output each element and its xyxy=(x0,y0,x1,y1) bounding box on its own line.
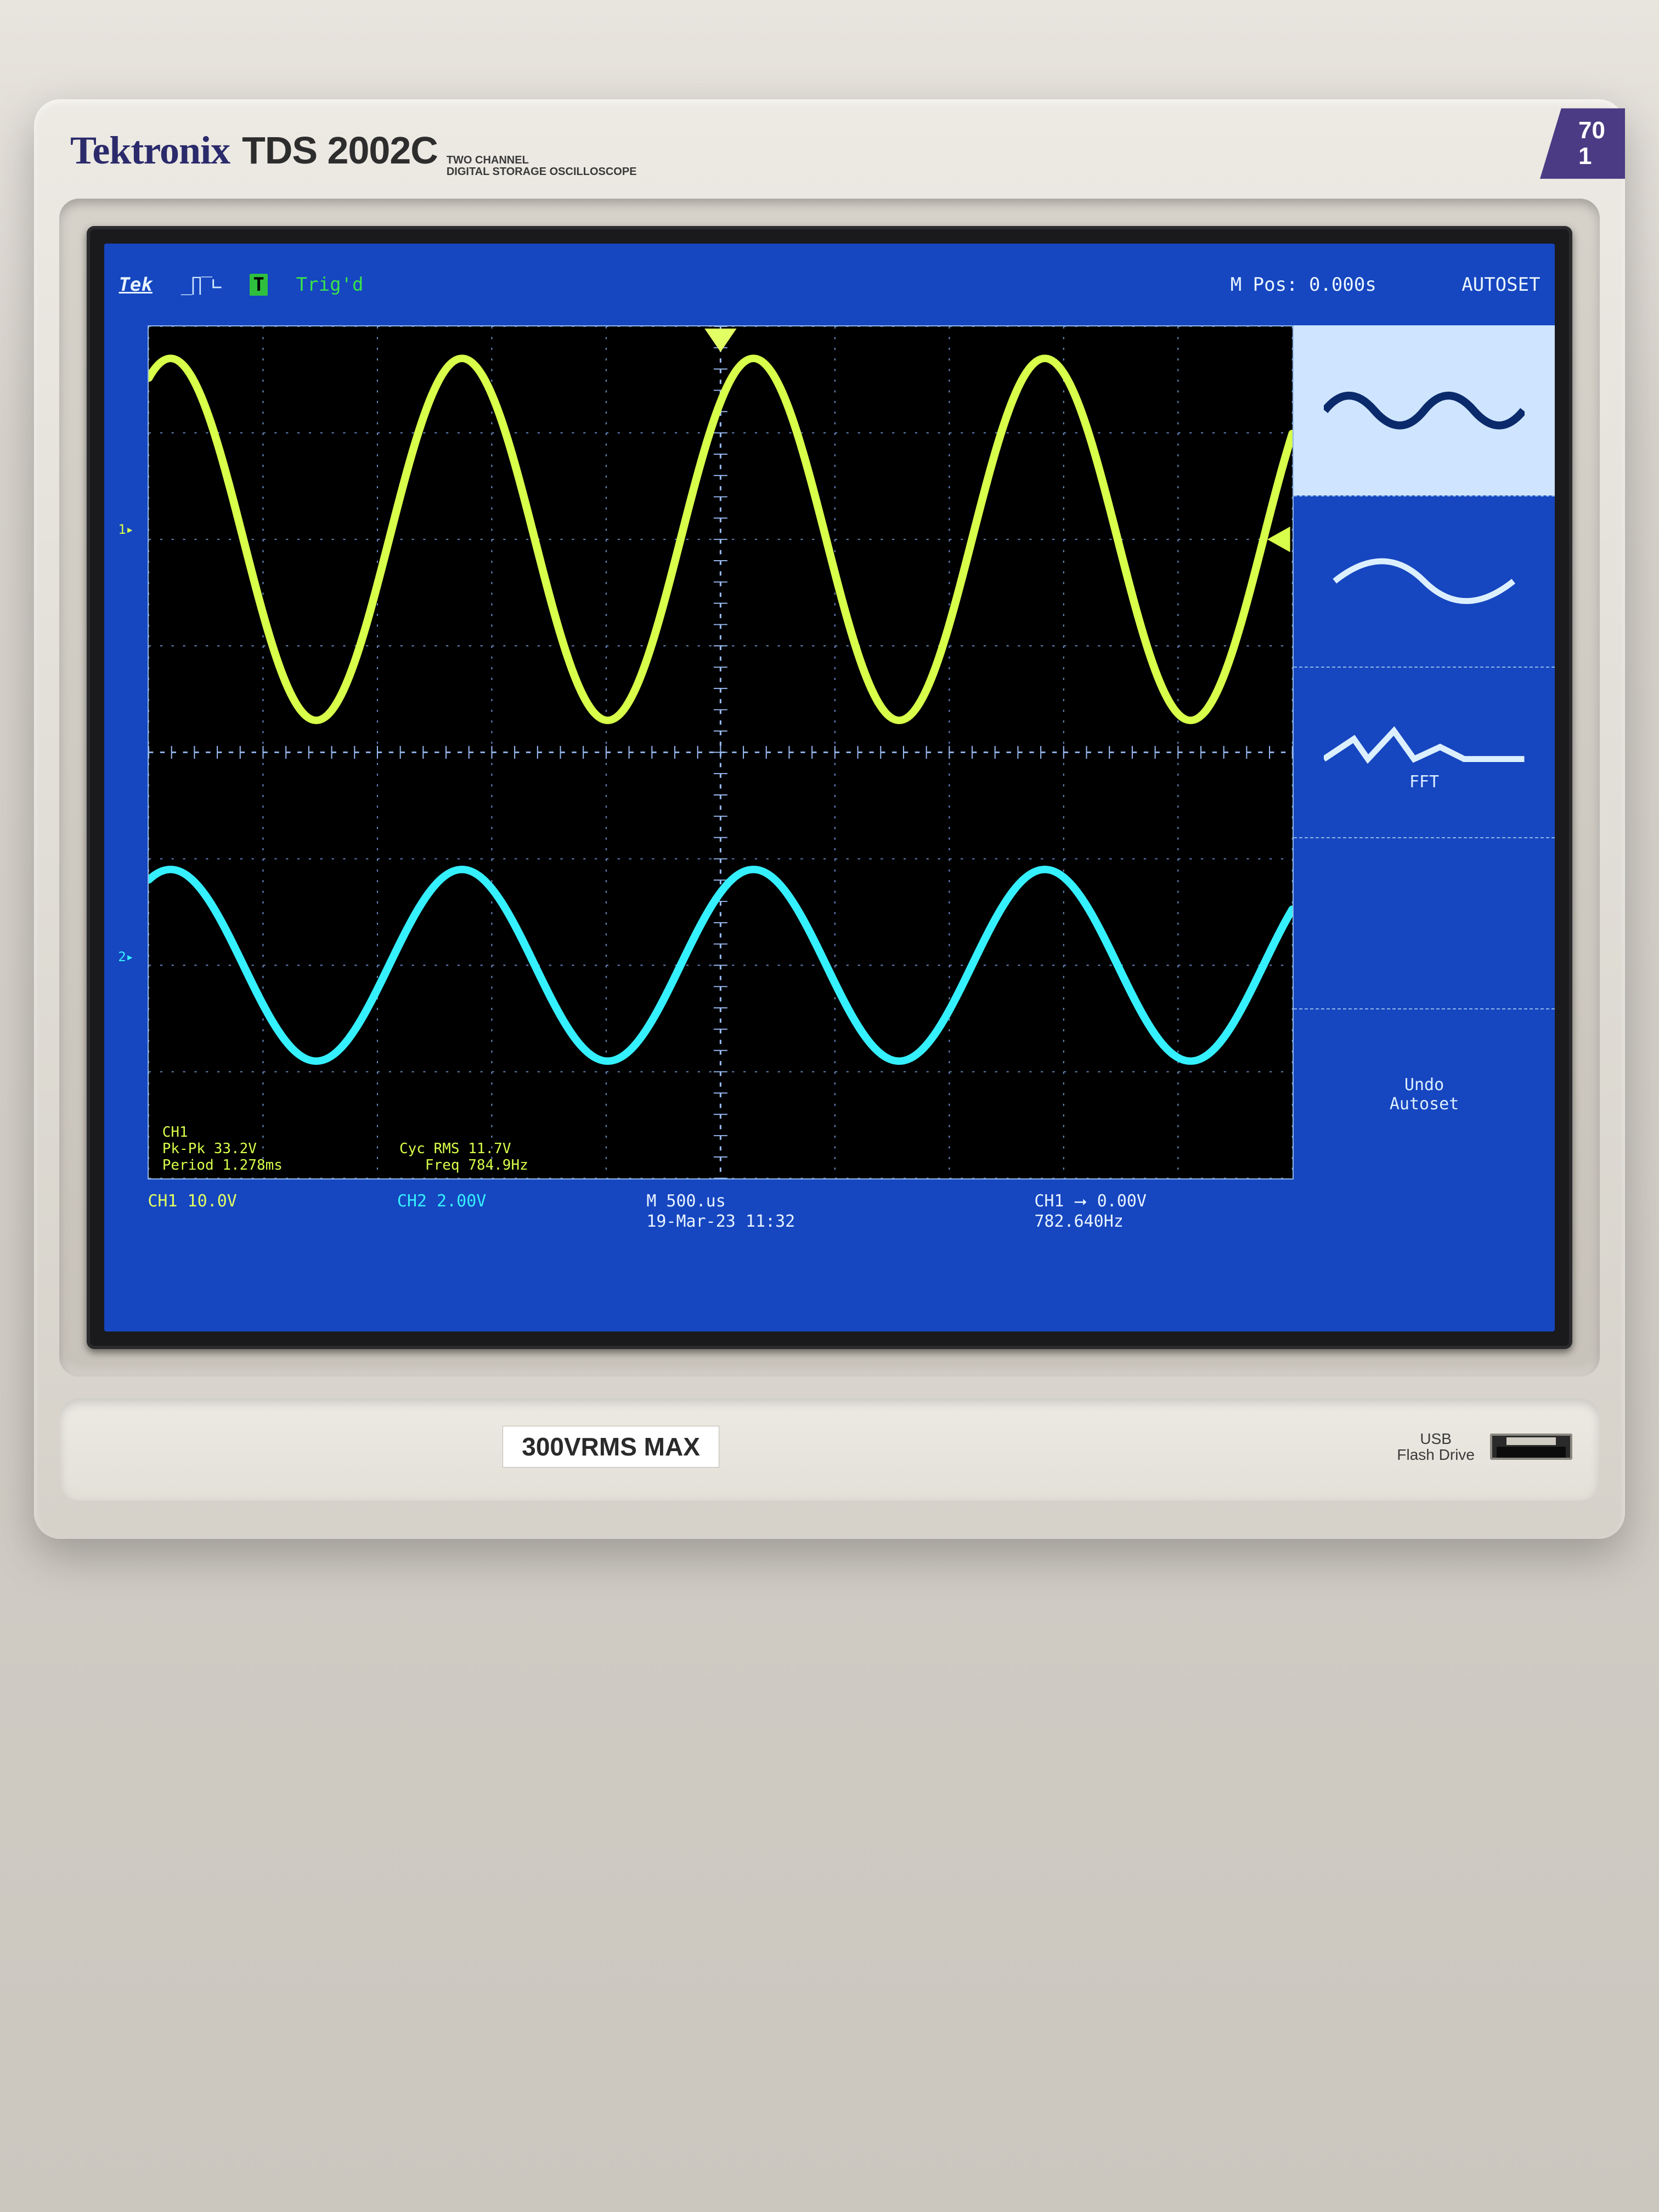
trigger-status-text: Trig'd xyxy=(296,274,364,296)
softkey-multicycle[interactable] xyxy=(1294,325,1555,495)
waveform-plot xyxy=(148,325,1294,1180)
usb-label-2: Flash Drive xyxy=(1397,1447,1475,1463)
ch2-scale: CH2 2.00V xyxy=(397,1191,647,1212)
lcd-screen: Tek _∏‾∟ T Trig'd M Pos: 0.000s AUTOSET … xyxy=(104,244,1555,1331)
softkey-menu: FFT Undo Autoset xyxy=(1294,325,1555,1180)
ch2-marker: 2▸ xyxy=(104,949,148,964)
screen-bottombar: CH1 10.0V CH2 2.00V M 500.us 19-Mar-23 1… xyxy=(104,1180,1555,1332)
menu-title: AUTOSET xyxy=(1462,274,1540,296)
softkey-undo-autoset[interactable]: Undo Autoset xyxy=(1294,1008,1555,1180)
trigger-status-chip: T xyxy=(250,274,267,296)
brand-subtitle-1: TWO CHANNEL xyxy=(447,155,637,166)
trigger-frequency: 782.640Hz xyxy=(1034,1211,1533,1232)
usb-label-1: USB xyxy=(1420,1431,1452,1447)
lower-panel: 300VRMS MAX USB Flash Drive xyxy=(59,1398,1600,1500)
softkey-blank[interactable] xyxy=(1294,837,1555,1008)
brand-logo: Tektronix xyxy=(70,128,230,173)
bandwidth-badge: 70 1 xyxy=(1540,108,1625,178)
brand-model: TDS 2002C xyxy=(242,128,438,172)
softkey-fft[interactable]: FFT xyxy=(1294,667,1555,838)
channel-marker-gutter: 1▸ 2▸ xyxy=(104,325,148,1180)
timebase: M 500.us xyxy=(646,1191,1034,1212)
screen-bezel: Tek _∏‾∟ T Trig'd M Pos: 0.000s AUTOSET … xyxy=(59,199,1600,1376)
datetime: 19-Mar-23 11:32 xyxy=(646,1211,1034,1232)
brand-bar: Tektronix TDS 2002C TWO CHANNEL DIGITAL … xyxy=(59,125,1600,199)
m-position: M Pos: 0.000s xyxy=(1231,274,1376,296)
screen-topbar: Tek _∏‾∟ T Trig'd M Pos: 0.000s AUTOSET xyxy=(104,244,1555,325)
trigger-readout: CH1 ⭢ 0.00V xyxy=(1034,1191,1533,1212)
edge-trigger-icon: _∏‾∟ xyxy=(181,274,222,296)
ch1-marker: 1▸ xyxy=(104,522,148,537)
brand-subtitle-2: DIGITAL STORAGE OSCILLOSCOPE xyxy=(447,166,637,178)
max-voltage-label: 300VRMS MAX xyxy=(503,1426,719,1468)
oscilloscope-device: Tektronix TDS 2002C TWO CHANNEL DIGITAL … xyxy=(34,99,1625,1539)
softkey-fft-label: FFT xyxy=(1409,772,1439,792)
softkey-singlecycle[interactable] xyxy=(1294,495,1555,667)
ch1-scale: CH1 10.0V xyxy=(148,1191,397,1212)
usb-port[interactable] xyxy=(1490,1434,1572,1460)
tek-mini-logo: Tek xyxy=(119,274,152,296)
